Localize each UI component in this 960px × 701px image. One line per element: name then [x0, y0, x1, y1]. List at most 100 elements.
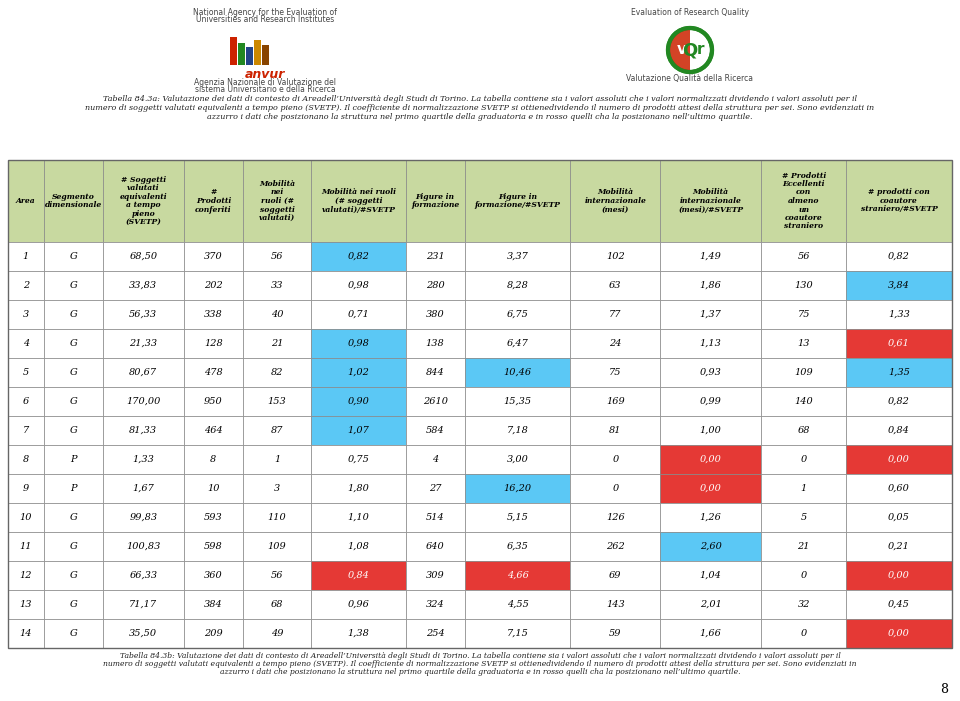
Bar	[44, 561, 103, 590]
Bar	[846, 242, 952, 271]
Bar	[465, 242, 570, 271]
Bar	[846, 160, 952, 242]
Bar	[465, 590, 570, 619]
Bar	[311, 619, 406, 648]
Text: (mesi): (mesi)	[602, 205, 629, 214]
Bar	[761, 503, 846, 532]
Text: 33: 33	[271, 281, 283, 290]
Bar	[570, 416, 660, 445]
Text: P: P	[70, 484, 77, 493]
Text: Agenzia Nazionale di Valutazione del: Agenzia Nazionale di Valutazione del	[194, 78, 336, 87]
Text: 68,50: 68,50	[130, 252, 157, 261]
Bar	[406, 474, 465, 503]
Text: 1,33: 1,33	[132, 455, 155, 464]
Text: 32: 32	[798, 600, 810, 609]
Text: 75: 75	[798, 310, 810, 319]
Bar	[184, 387, 243, 416]
Text: 0,05: 0,05	[888, 513, 910, 522]
Bar	[184, 242, 243, 271]
Bar	[8, 242, 44, 271]
Bar	[184, 416, 243, 445]
Bar	[44, 445, 103, 474]
Text: #: #	[210, 189, 217, 196]
Text: 63: 63	[609, 281, 621, 290]
Bar	[243, 474, 311, 503]
Bar	[465, 300, 570, 329]
Text: 10: 10	[207, 484, 220, 493]
Text: con: con	[796, 189, 811, 196]
Bar	[570, 445, 660, 474]
Text: 169: 169	[606, 397, 625, 406]
Text: sistema Universitario e della Ricerca: sistema Universitario e della Ricerca	[195, 85, 335, 94]
Bar	[243, 271, 311, 300]
Bar	[103, 445, 184, 474]
Bar	[8, 532, 44, 561]
Bar	[184, 503, 243, 532]
Bar	[465, 619, 570, 648]
Bar	[8, 590, 44, 619]
Text: 598: 598	[204, 542, 223, 551]
Text: 68: 68	[271, 600, 283, 609]
Text: 153: 153	[268, 397, 286, 406]
Bar	[846, 619, 952, 648]
Bar	[103, 416, 184, 445]
Text: 309: 309	[426, 571, 444, 580]
Bar	[465, 387, 570, 416]
Text: 35,50: 35,50	[130, 629, 157, 638]
Bar	[8, 503, 44, 532]
Bar	[8, 619, 44, 648]
Text: 87: 87	[271, 426, 283, 435]
Text: # Prodotti: # Prodotti	[781, 172, 826, 179]
Text: 109: 109	[268, 542, 286, 551]
Text: 0,00: 0,00	[700, 455, 722, 464]
Text: 1,08: 1,08	[348, 542, 370, 551]
Bar	[311, 445, 406, 474]
Text: valutati): valutati)	[259, 214, 295, 222]
Text: 2,60: 2,60	[700, 542, 722, 551]
Text: G: G	[69, 571, 77, 580]
Bar	[660, 590, 761, 619]
Bar	[103, 329, 184, 358]
Bar	[570, 387, 660, 416]
Text: (mesi)/#SVETP: (mesi)/#SVETP	[678, 205, 743, 214]
Bar	[103, 358, 184, 387]
Bar	[465, 358, 570, 387]
Text: 8,28: 8,28	[507, 281, 528, 290]
Bar	[184, 160, 243, 242]
Text: 6,75: 6,75	[507, 310, 528, 319]
Text: 126: 126	[606, 513, 625, 522]
Bar	[406, 160, 465, 242]
Text: 380: 380	[426, 310, 444, 319]
Bar	[311, 300, 406, 329]
Bar	[761, 271, 846, 300]
Text: 56,33: 56,33	[130, 310, 157, 319]
Bar	[660, 561, 761, 590]
Text: National Agency for the Evaluation of: National Agency for the Evaluation of	[193, 8, 337, 17]
Text: azzurro i dati che posizionano la struttura nel primo quartile della graduatoria: azzurro i dati che posizionano la strutt…	[207, 113, 753, 121]
Bar	[406, 561, 465, 590]
Bar	[8, 416, 44, 445]
Bar	[243, 160, 311, 242]
Bar	[243, 532, 311, 561]
Bar	[44, 532, 103, 561]
Bar	[846, 590, 952, 619]
Text: 6: 6	[23, 397, 29, 406]
Bar	[238, 43, 245, 65]
Text: 640: 640	[426, 542, 444, 551]
Text: 231: 231	[426, 252, 444, 261]
Bar	[846, 474, 952, 503]
Text: 5: 5	[23, 368, 29, 377]
Bar	[44, 474, 103, 503]
Bar	[406, 503, 465, 532]
Bar	[311, 474, 406, 503]
Bar	[846, 271, 952, 300]
Text: Mobilità: Mobilità	[692, 189, 729, 196]
Text: G: G	[69, 252, 77, 261]
Text: Segmento: Segmento	[52, 193, 95, 200]
Text: 1,37: 1,37	[700, 310, 722, 319]
Text: 0: 0	[612, 484, 618, 493]
Text: Tabella 84.3a: Valutazione dei dati di contesto di Areadell’Università degli Stu: Tabella 84.3a: Valutazione dei dati di c…	[103, 95, 857, 103]
Text: 24: 24	[609, 339, 621, 348]
Bar	[103, 474, 184, 503]
Text: un: un	[798, 205, 809, 214]
